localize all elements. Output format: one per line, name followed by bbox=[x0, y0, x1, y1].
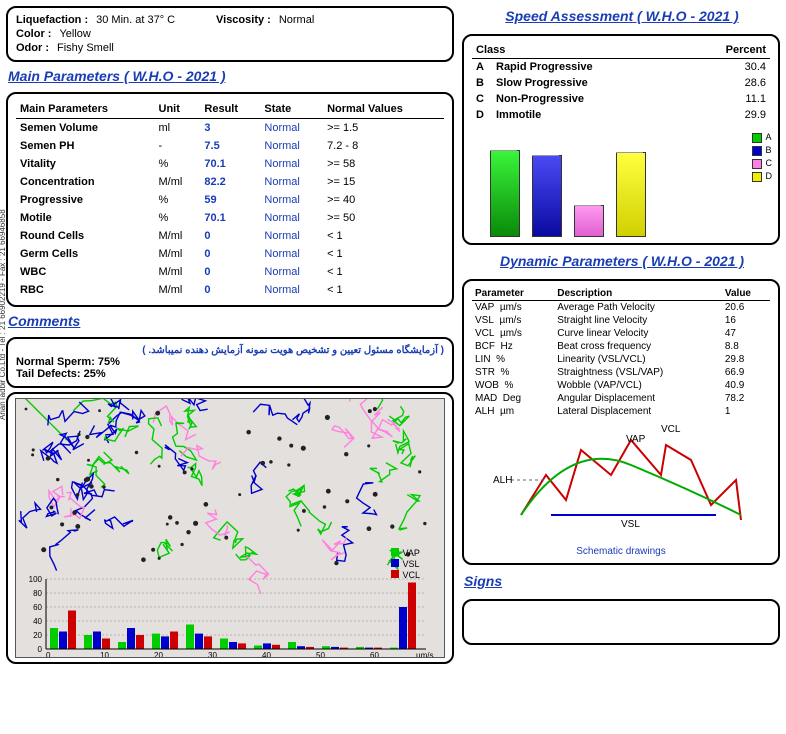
svg-text:30: 30 bbox=[208, 651, 217, 658]
table-row: Progressive%59Normal>= 40 bbox=[16, 191, 444, 209]
svg-text:µm/s: µm/s bbox=[416, 651, 434, 658]
comments-persian: ( آزمایشگاه مسئول تعیین و تشخیص هویت نمو… bbox=[16, 345, 444, 356]
tail-defects-value: 25% bbox=[84, 368, 106, 380]
dyn-col-param: Parameter bbox=[472, 287, 554, 301]
table-row: DImmotile29.9 bbox=[472, 107, 770, 123]
sample-info-panel: Liquefaction : 30 Min. at 37° C Viscosit… bbox=[6, 6, 454, 62]
svg-text:0: 0 bbox=[46, 651, 51, 658]
odor-value: Fishy Smell bbox=[57, 42, 114, 54]
table-row: Round CellsM/ml0Normal< 1 bbox=[16, 227, 444, 245]
table-row: LIN %Linearity (VSL/VCL)29.8 bbox=[472, 353, 770, 366]
svg-text:60: 60 bbox=[33, 603, 42, 612]
viscosity-value: Normal bbox=[279, 14, 314, 26]
svg-text:50: 50 bbox=[316, 651, 325, 658]
dyn-table: Parameter Description Value VAP µm/sAver… bbox=[472, 287, 770, 418]
table-row: WBCM/ml0Normal< 1 bbox=[16, 263, 444, 281]
table-row: ALH µmLateral Displacement1 bbox=[472, 405, 770, 418]
svg-text:VAP: VAP bbox=[626, 434, 646, 445]
table-row: VAP µm/sAverage Path Velocity20.6 bbox=[472, 301, 770, 315]
speed-title: Speed Assessment ( W.H.O - 2021 ) bbox=[464, 8, 780, 24]
svg-text:80: 80 bbox=[33, 589, 42, 598]
schematic-diagram: VCL VAP VSL ALH bbox=[491, 420, 751, 550]
svg-text:VCL: VCL bbox=[661, 424, 681, 435]
footer-side-text: ArianTadbir Co.Ltd - Tel : 21 66902219 -… bbox=[0, 209, 7, 420]
table-row: BCF HzBeat cross frequency8.8 bbox=[472, 340, 770, 353]
velocity-legend: VAP VSL VCL bbox=[389, 546, 422, 583]
comments-title: Comments bbox=[8, 313, 454, 329]
table-row: Vitality%70.1Normal>= 58 bbox=[16, 155, 444, 173]
table-row: ARapid Progressive30.4 bbox=[472, 59, 770, 76]
speed-col-percent: Percent bbox=[682, 42, 770, 59]
main-params-title: Main Parameters ( W.H.O - 2021 ) bbox=[8, 68, 454, 84]
speed-col-class: Class bbox=[472, 42, 682, 59]
track-image-panel: 0 20 40 60 80 100 0 10 20 30 40 50 60 µm/s VAP VSL VC… bbox=[6, 392, 454, 664]
color-value: Yellow bbox=[59, 28, 90, 40]
liquefaction-value: 30 Min. at 37° C bbox=[96, 14, 175, 26]
tail-defects-label: Tail Defects: bbox=[16, 368, 81, 380]
main-params-table: Main Parameters Unit Result State Normal… bbox=[16, 100, 444, 299]
table-row: VCL µm/sCurve linear Velocity47 bbox=[472, 327, 770, 340]
dyn-col-val: Value bbox=[722, 287, 770, 301]
table-row: Germ CellsM/ml0Normal< 1 bbox=[16, 245, 444, 263]
main-col-result: Result bbox=[200, 100, 260, 119]
table-row: CNon-Progressive11.1 bbox=[472, 91, 770, 107]
table-row: VSL µm/sStraight line Velocity16 bbox=[472, 314, 770, 327]
viscosity-label: Viscosity : bbox=[216, 14, 271, 26]
odor-label: Odor : bbox=[16, 42, 49, 54]
signs-title: Signs bbox=[464, 573, 780, 589]
normal-sperm-label: Normal Sperm: bbox=[16, 356, 95, 368]
track-chart: 0 20 40 60 80 100 0 10 20 30 40 50 60 µm/s VAP VSL VC… bbox=[15, 398, 445, 658]
normal-sperm-value: 75% bbox=[98, 356, 120, 368]
main-col-param: Main Parameters bbox=[16, 100, 155, 119]
svg-text:10: 10 bbox=[100, 651, 109, 658]
speed-panel: Class Percent ARapid Progressive30.4BSlo… bbox=[462, 34, 780, 245]
table-row: Motile%70.1Normal>= 50 bbox=[16, 209, 444, 227]
svg-text:100: 100 bbox=[29, 575, 43, 584]
svg-text:0: 0 bbox=[38, 645, 43, 654]
svg-text:40: 40 bbox=[262, 651, 271, 658]
speed-table: Class Percent ARapid Progressive30.4BSlo… bbox=[472, 42, 770, 123]
main-col-state: State bbox=[260, 100, 323, 119]
table-row: WOB %Wobble (VAP/VCL)40.9 bbox=[472, 379, 770, 392]
dyn-panel: Parameter Description Value VAP µm/sAver… bbox=[462, 279, 780, 565]
table-row: ConcentrationM/ml82.2Normal>= 15 bbox=[16, 173, 444, 191]
svg-text:60: 60 bbox=[370, 651, 379, 658]
svg-text:20: 20 bbox=[154, 651, 163, 658]
svg-text:20: 20 bbox=[33, 631, 42, 640]
dyn-col-desc: Description bbox=[554, 287, 722, 301]
svg-text:40: 40 bbox=[33, 617, 42, 626]
table-row: RBCM/ml0Normal< 1 bbox=[16, 281, 444, 299]
comments-panel: ( آزمایشگاه مسئول تعیین و تشخیص هویت نمو… bbox=[6, 337, 454, 388]
svg-text:ALH: ALH bbox=[493, 475, 512, 486]
table-row: BSlow Progressive28.6 bbox=[472, 75, 770, 91]
table-row: Semen PH-7.5Normal7.2 - 8 bbox=[16, 137, 444, 155]
signs-panel bbox=[462, 599, 780, 645]
main-col-unit: Unit bbox=[155, 100, 201, 119]
table-row: MAD DegAngular Displacement78.2 bbox=[472, 392, 770, 405]
svg-text:VSL: VSL bbox=[621, 519, 640, 530]
speed-bar-chart bbox=[480, 127, 710, 237]
table-row: Semen Volumeml3Normal>= 1.5 bbox=[16, 119, 444, 138]
table-row: STR %Straightness (VSL/VAP)66.9 bbox=[472, 366, 770, 379]
main-params-panel: Main Parameters Unit Result State Normal… bbox=[6, 92, 454, 307]
main-col-normal: Normal Values bbox=[323, 100, 444, 119]
color-label: Color : bbox=[16, 28, 51, 40]
motility-legend: ABCD bbox=[752, 131, 773, 183]
liquefaction-label: Liquefaction : bbox=[16, 14, 88, 26]
dyn-title: Dynamic Parameters ( W.H.O - 2021 ) bbox=[464, 253, 780, 269]
